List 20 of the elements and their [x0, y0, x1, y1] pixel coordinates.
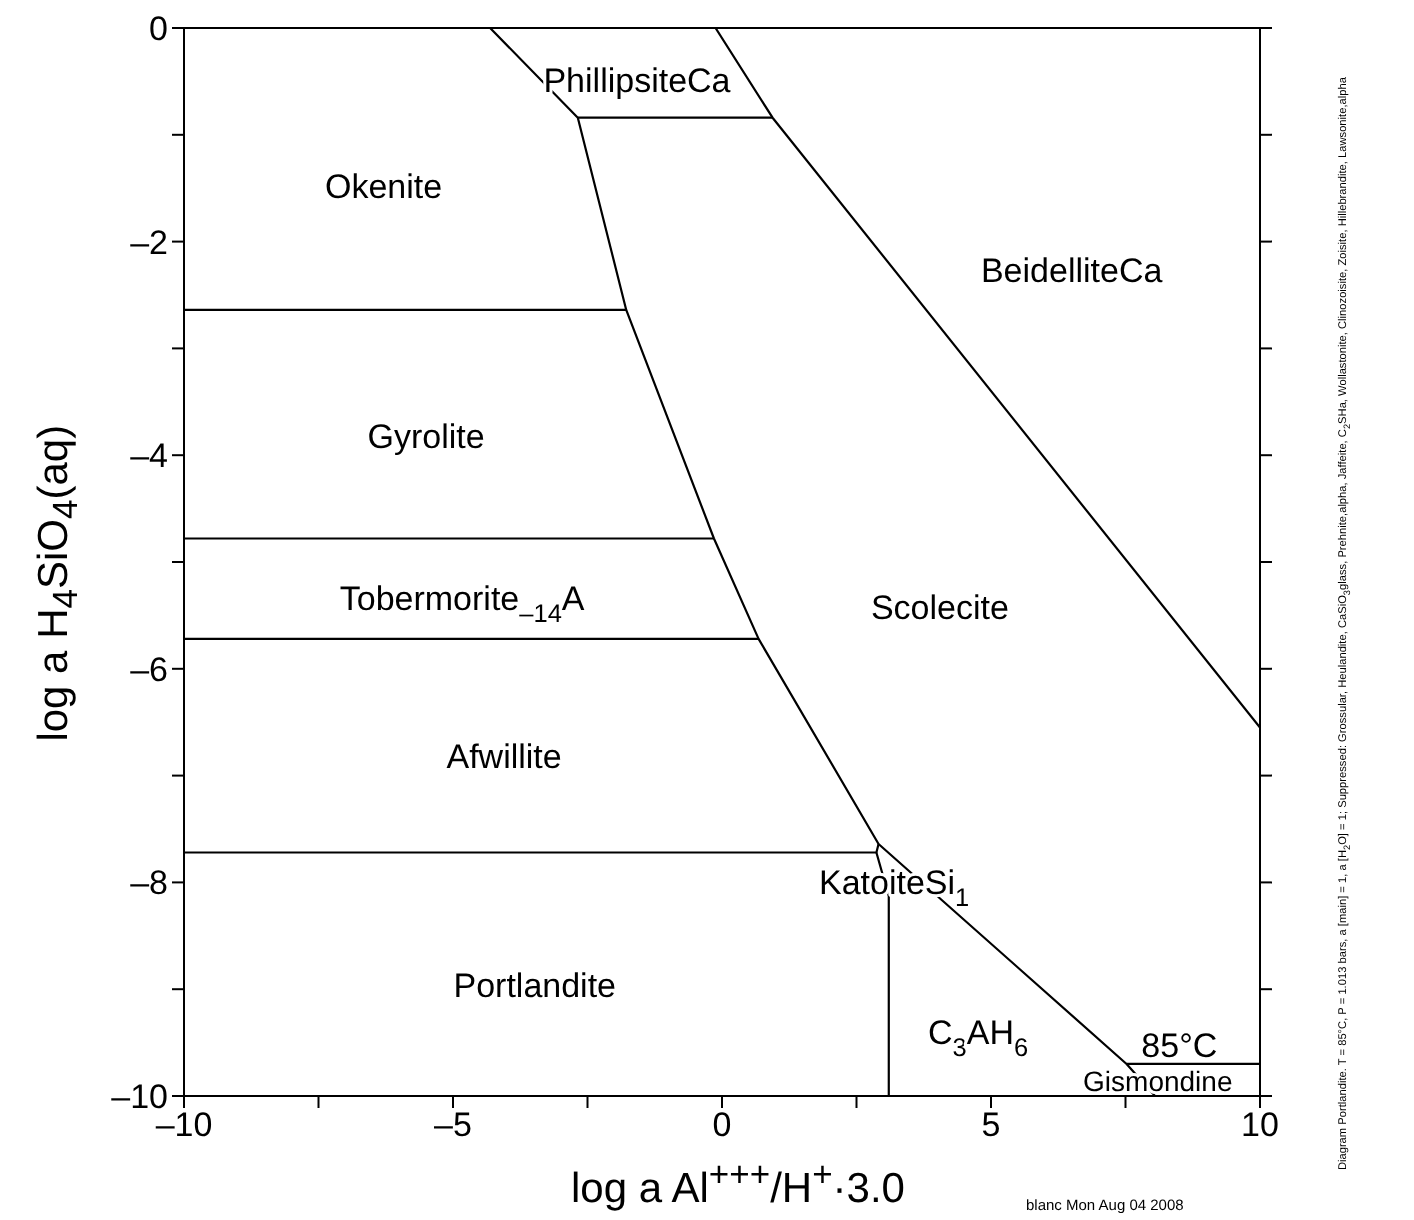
x-tick-label: –5: [434, 1106, 472, 1145]
annotation: Afwillite: [446, 737, 562, 776]
y-tick-label: –6: [130, 650, 168, 689]
y-tick-label: –2: [130, 223, 168, 262]
annotation: Portlandite: [453, 965, 617, 1004]
x-axis-title: log a Al$^{+++}$/H$^{+}$·3.0: [571, 1154, 905, 1212]
annotation: 85°C: [1141, 1025, 1218, 1064]
y-tick-label: –4: [130, 437, 168, 476]
annotation: Okenite: [325, 167, 443, 206]
annotation: C$_{3}$AH$_{6}$: [927, 1012, 1029, 1062]
x-tick-label: 10: [1241, 1106, 1279, 1145]
x-tick-label: 0: [712, 1106, 732, 1145]
y-tick-label: –8: [130, 864, 168, 903]
annotation: PhillipsiteCa: [543, 61, 732, 100]
y-tick-label: 0: [149, 10, 168, 49]
annotation: Scolecite: [870, 587, 1009, 626]
annotation: Tobermorite$_{–14}$A: [339, 579, 586, 629]
annotation: BeidelliteCa: [980, 251, 1164, 290]
x-tick-label: 5: [981, 1106, 1001, 1145]
annotation: Gyrolite: [367, 416, 485, 455]
